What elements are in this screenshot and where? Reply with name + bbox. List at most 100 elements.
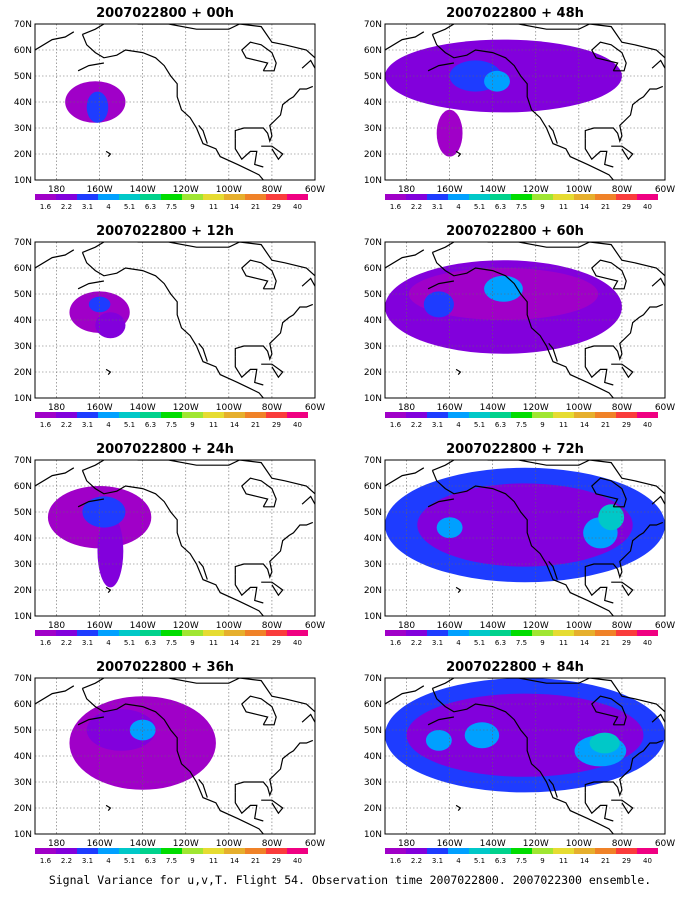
coastline xyxy=(651,59,665,69)
colorbar-label: 40 xyxy=(643,203,652,211)
lat-tick-label: 30N xyxy=(14,342,32,352)
colorbar-label: 6.3 xyxy=(145,857,156,865)
coastline xyxy=(241,259,277,290)
map-frame xyxy=(384,241,666,399)
coastline xyxy=(82,678,315,713)
coastline xyxy=(82,460,315,495)
lat-tick-label: 50N xyxy=(364,508,382,518)
colorbar-swatch xyxy=(56,848,77,854)
lat-tick-label: 60N xyxy=(14,482,32,492)
variance-region xyxy=(589,732,620,754)
lon-tick-label: 140W xyxy=(480,403,506,413)
colorbar-label: 40 xyxy=(293,203,302,211)
colorbar-swatch xyxy=(637,848,658,854)
colorbar-label: 3.1 xyxy=(82,203,93,211)
colorbar-swatch xyxy=(245,412,266,418)
colorbar-swatch xyxy=(637,630,658,636)
lat-tick-label: 10N xyxy=(14,176,32,186)
colorbar-label: 40 xyxy=(293,857,302,865)
map-panel-36h: 2007022800 + 36h 10N 20N 30N 40N 50N 60N 70N 18… xyxy=(0,654,330,871)
colorbar-swatch xyxy=(532,630,553,636)
colorbar-swatch xyxy=(406,194,427,200)
colorbar-swatch xyxy=(427,194,448,200)
colorbar-label: 7.5 xyxy=(516,421,527,429)
colorbar-label: 11 xyxy=(209,203,218,211)
lat-tick-label: 30N xyxy=(364,778,382,788)
colorbar-label: 9 xyxy=(540,857,544,865)
colorbar-swatch xyxy=(616,194,637,200)
colorbar-label: 3.1 xyxy=(82,421,93,429)
lat-tick-label: 20N xyxy=(364,368,382,378)
colorbar-swatch xyxy=(98,412,119,418)
colorbar-swatch xyxy=(448,848,469,854)
lon-tick-label: 180 xyxy=(48,621,65,631)
map-frame xyxy=(34,23,316,181)
coastline xyxy=(35,31,75,51)
map-frame xyxy=(384,677,666,835)
colorbar-swatch xyxy=(119,848,140,854)
coastline xyxy=(591,477,627,508)
map-panel-48h: 2007022800 + 48h 10N 20N 30N 40N 50N 60N 70N 18… xyxy=(350,0,680,217)
panel-title: 2007022800 + 24h xyxy=(96,442,234,457)
lat-tick-label: 30N xyxy=(14,124,32,134)
colorbar-label: 29 xyxy=(272,639,281,647)
colorbar-label: 6.3 xyxy=(495,421,506,429)
colorbar-swatch xyxy=(161,412,182,418)
lon-tick-label: 140W xyxy=(480,839,506,849)
map-panel-12h: 2007022800 + 12h 10N 20N 30N 40N 50N 60N 70N 18… xyxy=(0,218,330,435)
lat-tick-label: 40N xyxy=(364,752,382,762)
lat-tick-label: 10N xyxy=(14,612,32,622)
colorbar-swatch xyxy=(511,630,532,636)
lat-tick-label: 70N xyxy=(14,456,32,466)
map-plot: 10N 20N 30N 40N 50N 60N 70N 180 160W 140W 120W 100W… xyxy=(364,456,675,647)
coastline xyxy=(234,356,264,386)
coastline xyxy=(651,495,665,505)
coastline xyxy=(427,716,455,726)
lat-tick-label: 50N xyxy=(14,290,32,300)
lon-tick-label: 180 xyxy=(398,839,415,849)
colorbar-label: 3.1 xyxy=(432,857,443,865)
colorbar-label: 2.2 xyxy=(61,639,72,647)
colorbar-swatch xyxy=(35,630,56,636)
colorbar-label: 7.5 xyxy=(166,421,177,429)
colorbar-label: 21 xyxy=(251,857,260,865)
colorbar-label: 9 xyxy=(190,203,194,211)
panel-title: 2007022800 + 48h xyxy=(446,6,584,21)
colorbar-swatch xyxy=(448,194,469,200)
colorbar-swatch xyxy=(427,848,448,854)
colorbar-swatch xyxy=(245,848,266,854)
lon-tick-label: 140W xyxy=(130,621,156,631)
lat-tick-label: 70N xyxy=(364,456,382,466)
lat-tick-label: 10N xyxy=(14,394,32,404)
coastline xyxy=(241,477,277,508)
colorbar-label: 4 xyxy=(106,639,111,647)
colorbar-swatch xyxy=(490,412,511,418)
colorbar-label: 11 xyxy=(559,857,568,865)
lat-tick-label: 30N xyxy=(14,778,32,788)
colorbar-label: 9 xyxy=(540,639,544,647)
colorbar-label: 21 xyxy=(601,857,610,865)
lat-tick-label: 40N xyxy=(364,316,382,326)
variance-region xyxy=(425,730,452,751)
lon-tick-label: 60W xyxy=(305,839,325,849)
colorbar-swatch xyxy=(532,194,553,200)
colorbar-swatch xyxy=(161,630,182,636)
colorbar-swatch xyxy=(266,630,287,636)
colorbar-label: 21 xyxy=(601,421,610,429)
lat-tick-label: 10N xyxy=(364,176,382,186)
colorbar-label: 4 xyxy=(106,203,111,211)
coastline xyxy=(82,24,315,59)
colorbar-swatch xyxy=(553,630,574,636)
colorbar-swatch xyxy=(448,412,469,418)
colorbar-swatch xyxy=(532,848,553,854)
variance-region xyxy=(423,291,454,318)
colorbar-swatch xyxy=(266,194,287,200)
colorbar-swatch xyxy=(469,630,490,636)
coastline xyxy=(455,368,462,375)
colorbar-label: 29 xyxy=(272,857,281,865)
coastline xyxy=(198,561,208,580)
map-panel-60h: 2007022800 + 60h 10N 20N 30N 40N 50N 60N 70N 18… xyxy=(350,218,680,435)
lon-tick-label: 140W xyxy=(480,621,506,631)
variance-region xyxy=(484,70,510,92)
colorbar-swatch xyxy=(161,848,182,854)
